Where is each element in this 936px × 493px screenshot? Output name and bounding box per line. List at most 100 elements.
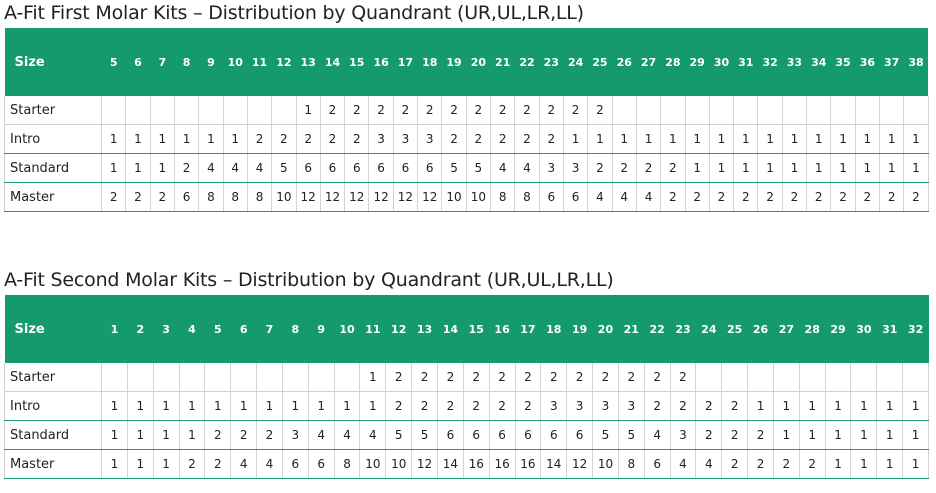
quantity-cell: 4 xyxy=(611,182,637,212)
quantity-cell: 16 xyxy=(462,449,490,479)
size-column-header: 27 xyxy=(773,295,800,363)
size-column-header: 9 xyxy=(198,28,224,96)
size-column-header: 13 xyxy=(296,28,321,96)
quantity-cell: 2 xyxy=(441,96,467,125)
quantity-cell: 2 xyxy=(514,391,541,421)
quantity-cell xyxy=(178,363,205,392)
kit-row-intro: Intro 1 1 1 1 1 1 2 2 2 2 2 3 3 3 2 2 2 2 2 1 1 1 1 1 1 1 1 1 1 1 1 1 1 1 xyxy=(4,124,929,154)
quantity-cell: 4 xyxy=(635,182,661,212)
size-column-header: 5 xyxy=(204,295,231,363)
quantity-cell: 2 xyxy=(514,363,541,392)
quantity-cell: 2 xyxy=(903,182,929,212)
size-column-header: 22 xyxy=(644,295,671,363)
size-column-header: 15 xyxy=(463,295,490,363)
quantity-cell: 2 xyxy=(684,182,710,212)
first-molar-table: Size 5 6 7 8 9 10 11 12 13 14 15 16 17 18 19 20 21 22 23 24… xyxy=(4,28,929,212)
size-column-header: 34 xyxy=(806,28,831,96)
quantity-cell xyxy=(695,363,722,392)
quantity-cell xyxy=(230,363,257,392)
quantity-cell: 2 xyxy=(695,420,722,450)
quantity-cell: 1 xyxy=(708,153,734,183)
quantity-cell: 12 xyxy=(319,182,345,212)
quantity-cell: 3 xyxy=(669,420,696,450)
first-molar-title: A-Fit First Molar Kits – Distribution by… xyxy=(4,2,584,24)
quantity-cell: 6 xyxy=(281,449,309,479)
quantity-cell: 2 xyxy=(488,391,515,421)
quantity-cell: 1 xyxy=(876,449,903,479)
quantity-cell: 2 xyxy=(411,363,438,392)
quantity-cell xyxy=(902,363,929,392)
first-molar-section: A-Fit First Molar Kits – Distribution by… xyxy=(4,2,929,212)
quantity-cell xyxy=(798,363,826,392)
quantity-cell: 4 xyxy=(643,420,671,450)
kit-row-starter: Starter 1 2 2 2 2 2 2 2 2 2 2 2 2 xyxy=(4,96,929,125)
quantity-cell: 14 xyxy=(436,449,464,479)
size-column-header: 16 xyxy=(489,295,515,363)
quantity-cell: 3 xyxy=(562,153,588,183)
quantity-cell xyxy=(198,96,224,125)
quantity-cell: 2 xyxy=(385,363,412,392)
quantity-cell: 1 xyxy=(281,391,309,421)
quantity-cell xyxy=(854,96,880,125)
quantity-cell: 6 xyxy=(417,153,442,183)
quantity-cell: 1 xyxy=(781,153,807,183)
quantity-cell xyxy=(684,96,710,125)
quantity-cell: 1 xyxy=(854,153,880,183)
quantity-cell: 2 xyxy=(100,182,126,212)
quantity-cell: 8 xyxy=(489,182,515,212)
second-molar-table: Size 1 2 3 4 5 6 7 8 9 10 11 12 13 14 15 16 17 18 19 20 21 22… xyxy=(4,295,929,479)
quantity-cell: 2 xyxy=(660,153,685,183)
quantity-cell: 8 xyxy=(246,182,272,212)
quantity-cell: 3 xyxy=(540,391,567,421)
quantity-cell: 8 xyxy=(514,182,540,212)
quantity-cell: 1 xyxy=(152,420,180,450)
quantity-cell: 2 xyxy=(747,449,774,479)
quantity-cell: 1 xyxy=(733,153,758,183)
quantity-cell xyxy=(149,96,175,125)
quantity-cell: 1 xyxy=(876,420,903,450)
quantity-cell: 1 xyxy=(178,420,205,450)
quantity-cell xyxy=(806,96,831,125)
size-column-header: 28 xyxy=(660,28,685,96)
size-column-header: 23 xyxy=(670,295,696,363)
quantity-cell: 2 xyxy=(392,96,418,125)
quantity-cell: 6 xyxy=(436,420,464,450)
quantity-cell xyxy=(830,96,856,125)
quantity-cell: 2 xyxy=(854,182,880,212)
quantity-cell: 2 xyxy=(436,363,464,392)
quantity-cell: 2 xyxy=(441,124,467,154)
quantity-cell: 2 xyxy=(178,449,205,479)
quantity-cell: 6 xyxy=(462,420,490,450)
quantity-cell: 2 xyxy=(125,182,151,212)
quantity-cell xyxy=(903,96,929,125)
quantity-cell: 14 xyxy=(540,449,567,479)
quantity-cell: 2 xyxy=(514,96,540,125)
quantity-cell xyxy=(824,363,851,392)
quantity-cell: 1 xyxy=(902,391,929,421)
quantity-cell: 2 xyxy=(385,391,412,421)
quantity-cell xyxy=(307,363,335,392)
quantity-cell: 8 xyxy=(617,449,645,479)
size-column-header: 28 xyxy=(799,295,826,363)
quantity-cell: 2 xyxy=(436,391,464,421)
size-column-header: 9 xyxy=(308,295,335,363)
quantity-cell: 8 xyxy=(198,182,224,212)
quantity-cell: 12 xyxy=(411,449,438,479)
quantity-cell: 2 xyxy=(669,363,696,392)
quantity-cell: 4 xyxy=(514,153,540,183)
size-column-header: 13 xyxy=(411,295,438,363)
quantity-cell: 2 xyxy=(230,420,257,450)
quantity-cell: 1 xyxy=(876,391,903,421)
quantity-cell: 2 xyxy=(733,182,758,212)
quantity-cell: 8 xyxy=(333,449,360,479)
size-column-header: 35 xyxy=(830,28,856,96)
quantity-cell xyxy=(204,363,231,392)
quantity-cell: 2 xyxy=(489,124,515,154)
quantity-cell: 1 xyxy=(903,124,929,154)
size-column-header: 4 xyxy=(179,295,205,363)
quantity-cell xyxy=(660,96,685,125)
quantity-cell: 6 xyxy=(295,153,321,183)
quantity-cell: 2 xyxy=(246,124,272,154)
kit-row-standard: Standard 1 1 1 2 4 4 4 5 6 6 6 6 6 6 5 5 4 4 3 3 2 2 2 2 1 1 1 1 1 1 1 1… xyxy=(4,153,929,183)
quantity-cell: 1 xyxy=(611,124,637,154)
